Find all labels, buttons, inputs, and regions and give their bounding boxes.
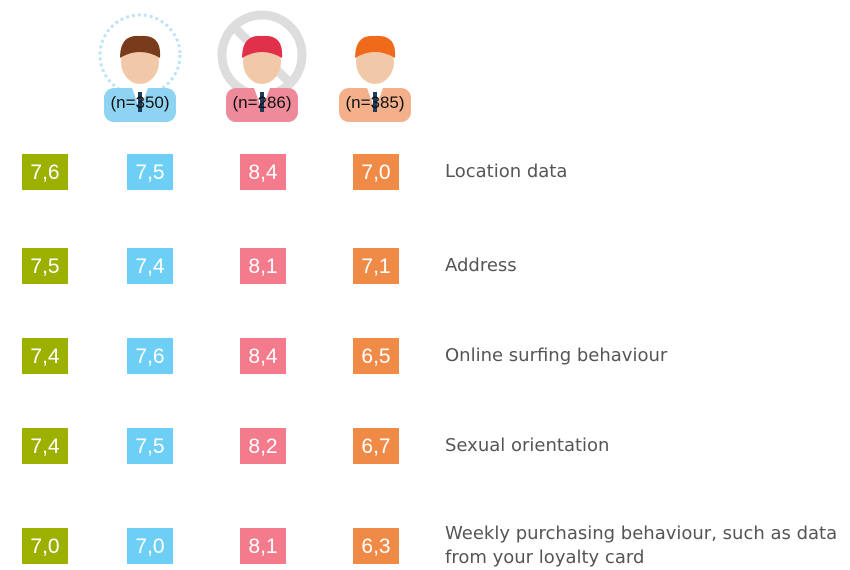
score-cell: 7,1 — [353, 248, 399, 284]
score-cell: 8,1 — [240, 528, 286, 564]
score-cell: 8,4 — [240, 338, 286, 374]
score-cell: 7,0 — [127, 528, 173, 564]
score-cell: 6,5 — [353, 338, 399, 374]
group-size: (n=286) — [222, 93, 302, 113]
score-cell: 7,6 — [127, 338, 173, 374]
score-cell: 7,4 — [22, 338, 68, 374]
score-cell: 7,5 — [127, 428, 173, 464]
score-cell: 6,3 — [353, 528, 399, 564]
score-cell: 6,7 — [353, 428, 399, 464]
score-cell: 7,4 — [22, 428, 68, 464]
score-cell: 8,1 — [240, 248, 286, 284]
row-label: Location data — [445, 160, 845, 184]
score-cell: 8,2 — [240, 428, 286, 464]
score-cell: 7,0 — [353, 154, 399, 190]
score-cell: 8,4 — [240, 154, 286, 190]
score-cell: 7,4 — [127, 248, 173, 284]
group-size: (n=350) — [100, 93, 180, 113]
group-size: (n=385) — [335, 93, 415, 113]
row-label: Sexual orientation — [445, 434, 845, 458]
row-label: Weekly purchasing behaviour, such as dat… — [445, 522, 845, 570]
score-cell: 7,6 — [22, 154, 68, 190]
row-label: Online surfing behaviour — [445, 344, 845, 368]
row-label: Address — [445, 254, 845, 278]
page: (n=350) (n=286) (n=385) 7,6 7,5 8,4 7,0 Locatio… — [0, 0, 850, 569]
score-cell: 7,5 — [127, 154, 173, 190]
score-cell: 7,0 — [22, 528, 68, 564]
score-cell: 7,5 — [22, 248, 68, 284]
